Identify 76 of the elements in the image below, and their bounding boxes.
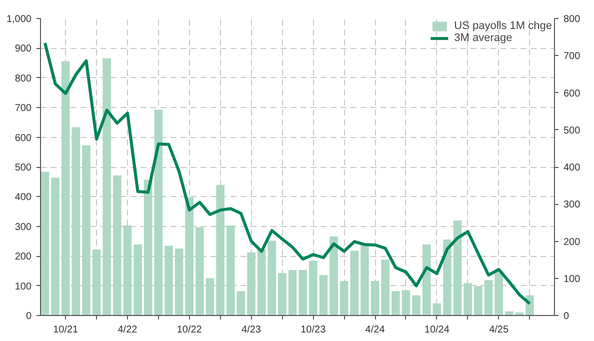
x-tick-label: 4/25 — [489, 324, 509, 336]
legend-label: 3M average — [454, 32, 512, 44]
bar — [443, 239, 452, 316]
legend-label: US payolls 1M chge — [454, 20, 552, 32]
bar — [494, 272, 503, 316]
x-tick-label: 4/22 — [118, 324, 138, 336]
y-tick-label: 700 — [14, 103, 32, 114]
y2-tick-label: 100 — [564, 274, 581, 285]
bar — [381, 260, 390, 316]
x-tick-label: 4/23 — [242, 324, 262, 336]
bar — [82, 145, 90, 316]
bar — [134, 244, 142, 316]
bar — [319, 275, 328, 316]
bar — [154, 110, 163, 316]
bar — [236, 291, 246, 316]
bar — [422, 244, 431, 316]
bar — [412, 295, 420, 316]
x-tick-label: 4/24 — [365, 324, 386, 336]
bar — [40, 172, 50, 316]
y2-tick-label: 500 — [564, 125, 581, 136]
bar — [298, 270, 307, 316]
x-tick-label: 10/24 — [424, 324, 450, 336]
x-tick-label: 10/21 — [53, 324, 79, 336]
bar — [402, 290, 410, 316]
bar — [113, 175, 122, 316]
bar — [216, 184, 224, 316]
bar — [360, 243, 369, 316]
bar — [432, 303, 442, 316]
y-tick-label: 200 — [14, 252, 32, 263]
y2-tick-label: 600 — [564, 88, 581, 100]
bar — [185, 197, 194, 316]
y2-tick-label: 800 — [564, 14, 581, 25]
bar — [61, 61, 70, 316]
bar — [72, 127, 80, 316]
bar — [268, 240, 276, 316]
bar — [92, 250, 101, 316]
bar — [144, 180, 152, 316]
y2-tick-label: 400 — [564, 162, 581, 174]
bar — [278, 273, 286, 316]
bar — [288, 270, 297, 316]
bar — [330, 236, 338, 316]
bar — [257, 250, 266, 316]
bar — [484, 280, 493, 316]
line-series — [43, 42, 532, 306]
bar — [164, 246, 173, 316]
y2-tick-label: 200 — [564, 236, 581, 248]
bar — [453, 220, 462, 316]
x-tick-label: 10/23 — [300, 324, 326, 336]
y-tick-label: 900 — [14, 44, 32, 55]
bar — [174, 248, 184, 316]
y2-tick-label: 300 — [564, 200, 581, 211]
y-tick-label: 500 — [14, 162, 32, 174]
bar — [247, 252, 256, 316]
bar — [350, 250, 359, 316]
bar — [226, 226, 235, 316]
bar — [370, 281, 380, 316]
y-tick-label: 100 — [14, 281, 32, 292]
y-tick-label: 600 — [14, 132, 32, 144]
bar — [51, 178, 60, 316]
y-tick-label: 1,000 — [6, 14, 32, 25]
bar — [123, 226, 132, 316]
bar — [102, 58, 111, 316]
bar — [464, 283, 472, 316]
bar — [206, 278, 214, 316]
bar — [196, 227, 204, 316]
bar — [340, 281, 348, 316]
x-tick-label: 10/22 — [176, 324, 202, 336]
y-tick-label: 0 — [26, 311, 32, 322]
bar — [392, 291, 400, 316]
y-tick-label: 300 — [14, 222, 32, 233]
bar — [474, 286, 482, 316]
y-tick-label: 800 — [14, 73, 32, 84]
y2-tick-label: 700 — [564, 51, 581, 62]
y2-tick-label: 0 — [564, 311, 570, 322]
bar — [309, 260, 318, 316]
y-tick-label: 400 — [14, 192, 32, 204]
